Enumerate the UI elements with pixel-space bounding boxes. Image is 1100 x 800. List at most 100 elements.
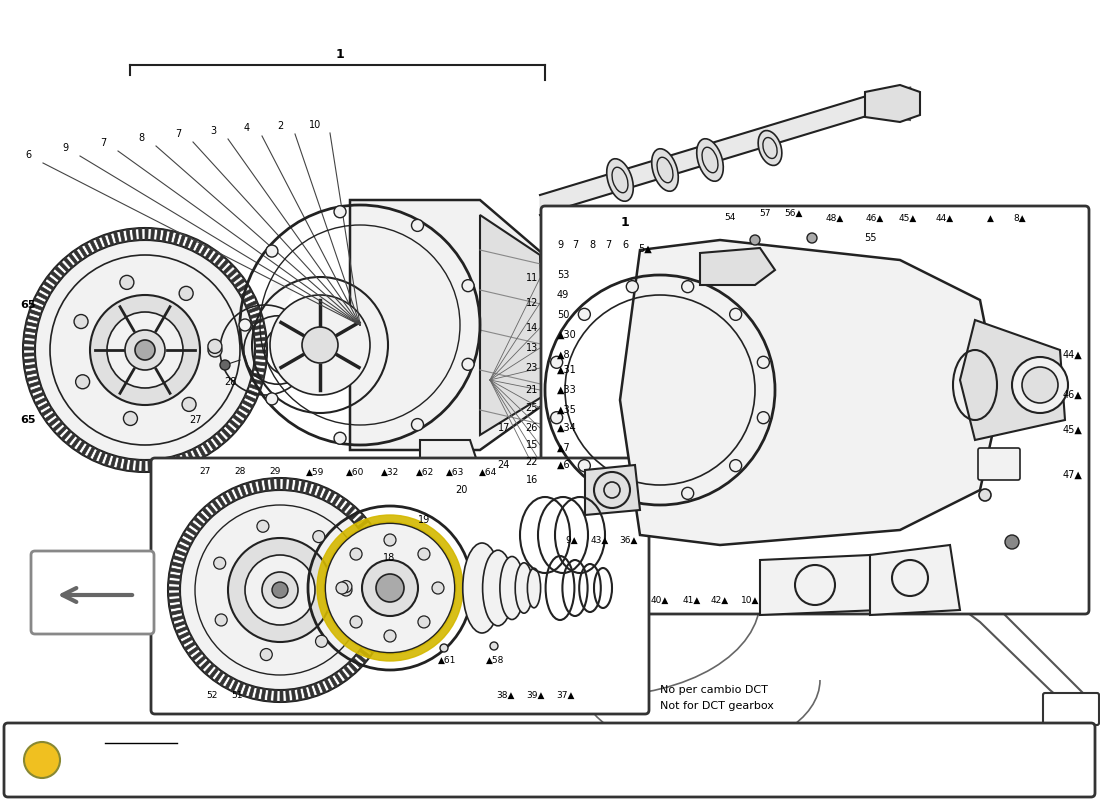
Ellipse shape (483, 550, 514, 626)
Circle shape (455, 510, 475, 530)
Polygon shape (223, 264, 233, 274)
Polygon shape (248, 306, 260, 314)
Polygon shape (194, 517, 205, 526)
Text: 46▲: 46▲ (866, 214, 884, 222)
Polygon shape (377, 565, 389, 570)
Circle shape (228, 538, 332, 642)
Polygon shape (187, 450, 195, 462)
Text: 7: 7 (572, 240, 579, 250)
Text: 25: 25 (526, 403, 538, 413)
Circle shape (334, 432, 346, 444)
Text: 49: 49 (557, 290, 570, 300)
Polygon shape (343, 666, 353, 677)
Polygon shape (254, 687, 260, 700)
Polygon shape (25, 322, 39, 327)
Polygon shape (324, 678, 332, 690)
Circle shape (729, 460, 741, 472)
Polygon shape (186, 526, 198, 536)
Circle shape (183, 398, 196, 411)
Polygon shape (23, 341, 35, 344)
Ellipse shape (463, 543, 502, 633)
Circle shape (24, 742, 60, 778)
Circle shape (551, 356, 562, 368)
Text: 24: 24 (497, 460, 510, 470)
Circle shape (682, 487, 694, 499)
Polygon shape (314, 683, 320, 695)
Text: 27: 27 (199, 467, 211, 477)
Text: ▲7: ▲7 (557, 443, 571, 453)
Polygon shape (129, 459, 133, 471)
Polygon shape (117, 457, 122, 470)
Circle shape (440, 644, 448, 652)
Circle shape (1022, 367, 1058, 403)
Circle shape (324, 523, 455, 653)
Polygon shape (374, 552, 386, 559)
Polygon shape (321, 488, 329, 500)
FancyBboxPatch shape (541, 206, 1089, 614)
Polygon shape (28, 315, 40, 322)
Polygon shape (358, 519, 368, 529)
FancyBboxPatch shape (151, 458, 649, 714)
Polygon shape (361, 524, 373, 534)
Polygon shape (337, 498, 345, 509)
Text: 18: 18 (383, 553, 395, 563)
Polygon shape (169, 604, 182, 609)
Text: 2: 2 (277, 121, 283, 131)
Polygon shape (168, 587, 180, 590)
Polygon shape (239, 405, 251, 414)
Polygon shape (189, 522, 201, 531)
Polygon shape (210, 251, 219, 262)
Ellipse shape (696, 138, 724, 182)
Circle shape (729, 308, 741, 320)
Polygon shape (379, 578, 392, 582)
Text: 8: 8 (588, 240, 595, 250)
Polygon shape (242, 684, 249, 697)
Polygon shape (960, 320, 1065, 440)
Text: 29: 29 (270, 467, 280, 477)
Circle shape (270, 295, 370, 395)
Text: ▲58: ▲58 (486, 655, 504, 665)
Text: 11: 11 (526, 273, 538, 283)
Polygon shape (231, 680, 239, 692)
Circle shape (807, 233, 817, 243)
Text: 14: 14 (526, 323, 538, 333)
Polygon shape (30, 386, 42, 394)
Circle shape (208, 339, 222, 354)
Polygon shape (620, 240, 1000, 545)
Circle shape (123, 411, 138, 426)
Ellipse shape (607, 158, 634, 202)
Polygon shape (341, 502, 351, 513)
Polygon shape (375, 618, 387, 625)
Circle shape (626, 487, 638, 499)
Text: 10: 10 (309, 120, 321, 130)
Polygon shape (379, 602, 392, 606)
Text: Vetture non interessate dalla modifica / Vehicles not involved in the modificati: Vetture non interessate dalla modifica /… (68, 735, 531, 745)
Ellipse shape (499, 557, 524, 619)
Polygon shape (227, 268, 238, 278)
Circle shape (340, 581, 352, 593)
Polygon shape (300, 480, 306, 493)
Polygon shape (231, 274, 242, 283)
Circle shape (35, 240, 255, 460)
Text: 38▲: 38▲ (496, 690, 514, 699)
Polygon shape (132, 228, 136, 241)
Polygon shape (264, 478, 268, 491)
Polygon shape (26, 376, 39, 382)
Polygon shape (363, 644, 374, 654)
Polygon shape (228, 490, 235, 502)
Polygon shape (235, 410, 248, 419)
Polygon shape (142, 460, 145, 472)
Polygon shape (217, 432, 227, 442)
Polygon shape (48, 417, 59, 426)
Polygon shape (139, 228, 142, 240)
Text: No per cambio DCT: No per cambio DCT (660, 685, 768, 695)
Polygon shape (110, 455, 117, 468)
Polygon shape (169, 568, 182, 573)
Text: Ass. Nr. 103227, 103289, 103525, 103553, 103596, 103600, 103609, 103612, 103613,: Ass. Nr. 103227, 103289, 103525, 103553,… (68, 754, 851, 762)
Polygon shape (870, 545, 960, 615)
Polygon shape (354, 514, 364, 525)
Polygon shape (376, 613, 389, 618)
Circle shape (1005, 535, 1019, 549)
Polygon shape (350, 510, 361, 520)
Polygon shape (168, 230, 174, 243)
